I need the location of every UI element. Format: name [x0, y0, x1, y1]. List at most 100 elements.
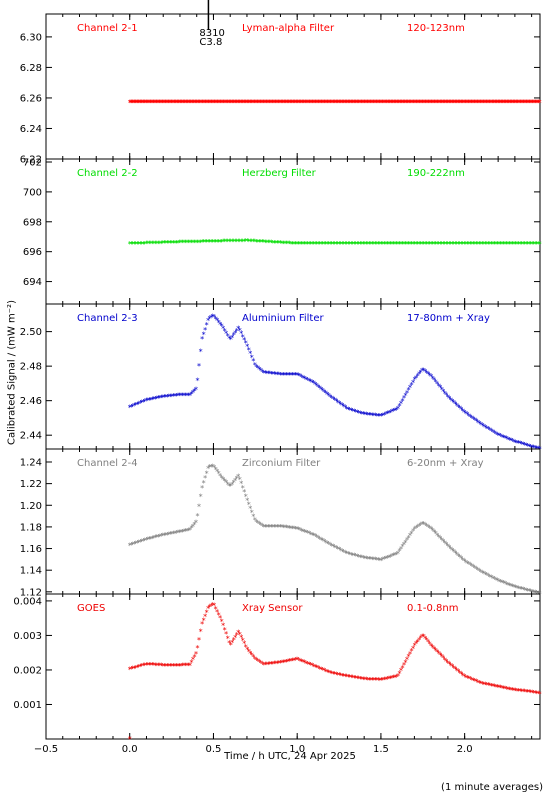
data-point: * — [432, 240, 436, 249]
y-tick-label: 1.16 — [20, 544, 42, 555]
data-point: * — [444, 541, 448, 550]
data-point: * — [402, 394, 406, 403]
data-point: * — [194, 650, 198, 659]
data-point: * — [128, 99, 132, 108]
data-point: * — [496, 99, 500, 108]
data-point: * — [510, 99, 514, 108]
data-point: * — [434, 240, 438, 249]
data-point: * — [167, 99, 171, 108]
data-point: * — [369, 240, 373, 249]
data-point: * — [438, 651, 442, 660]
data-point: * — [215, 238, 219, 247]
data-point: * — [165, 531, 169, 540]
data-point: * — [508, 686, 512, 695]
data-point: * — [505, 240, 509, 249]
data-point: * — [241, 637, 245, 646]
data-point: * — [287, 524, 291, 533]
data-point: * — [226, 238, 230, 247]
data-point: * — [494, 430, 498, 439]
data-point: * — [425, 522, 429, 531]
data-point: * — [159, 99, 163, 108]
data-point: * — [239, 330, 243, 339]
data-point: * — [523, 99, 527, 108]
data-point: * — [190, 99, 194, 108]
data-point: * — [450, 99, 454, 108]
data-point: * — [208, 463, 212, 472]
data-point: * — [402, 541, 406, 550]
data-point: * — [336, 671, 340, 680]
data-point: * — [355, 553, 359, 562]
data-point: * — [401, 664, 405, 673]
data-point: * — [468, 240, 472, 249]
data-point: * — [202, 99, 206, 108]
y-tick-label: 2.48 — [20, 362, 42, 373]
data-point: * — [304, 240, 308, 249]
data-point: * — [312, 531, 316, 540]
panel-band-label: 120-123nm — [407, 23, 465, 34]
y-tick-label: 6.30 — [20, 32, 42, 43]
data-point: * — [497, 683, 501, 692]
data-point: * — [462, 557, 466, 566]
data-point: * — [156, 99, 160, 108]
data-point: * — [328, 99, 332, 108]
data-point: * — [393, 551, 397, 560]
data-point: * — [259, 367, 263, 376]
data-point: * — [464, 410, 468, 419]
data-point: * — [477, 679, 481, 688]
data-point: * — [226, 99, 230, 108]
data-point: * — [221, 621, 225, 630]
data-point: * — [476, 240, 480, 249]
data-point: * — [342, 403, 346, 412]
y-tick-label: 702 — [23, 157, 42, 168]
data-point: * — [295, 525, 299, 534]
data-point: * — [331, 395, 335, 404]
data-point: * — [446, 659, 450, 668]
data-point: * — [339, 400, 343, 409]
data-point: * — [379, 99, 383, 108]
data-point: * — [190, 659, 194, 668]
data-point: * — [404, 392, 408, 401]
data-point: * — [472, 99, 476, 108]
data-point: * — [506, 240, 510, 249]
data-point: * — [132, 402, 136, 411]
data-point: * — [382, 240, 386, 249]
data-point: * — [212, 238, 216, 247]
data-point: * — [255, 99, 259, 108]
data-point: * — [423, 634, 427, 643]
panel-5-frame — [45, 593, 541, 740]
data-point: * — [147, 99, 151, 108]
data-point: * — [211, 99, 215, 108]
data-point: * — [497, 577, 501, 586]
data-point: * — [257, 99, 261, 108]
data-point: * — [149, 396, 153, 405]
data-point: * — [517, 439, 521, 448]
data-point: * — [175, 99, 179, 108]
data-point: * — [318, 665, 322, 674]
data-point: * — [248, 237, 252, 246]
data-point: * — [404, 538, 408, 547]
data-point: * — [443, 99, 447, 108]
data-point: * — [187, 662, 191, 671]
data-point: * — [140, 662, 144, 671]
data-point: * — [245, 646, 249, 655]
data-point: * — [130, 99, 134, 108]
data-point: * — [138, 663, 142, 672]
data-point: * — [533, 589, 537, 598]
data-point: * — [536, 690, 540, 699]
data-point: * — [516, 99, 520, 108]
data-point: * — [342, 240, 346, 249]
data-point: * — [216, 99, 220, 108]
data-point: * — [429, 525, 433, 534]
data-point: * — [222, 99, 226, 108]
data-point: * — [221, 99, 225, 108]
data-point: * — [287, 99, 291, 108]
data-point: * — [238, 237, 242, 246]
data-point: * — [361, 675, 365, 684]
data-point: * — [294, 525, 298, 534]
data-point: * — [528, 99, 532, 108]
data-point: * — [373, 676, 377, 685]
data-point: * — [498, 684, 502, 693]
data-point: * — [361, 99, 365, 108]
data-point: * — [417, 240, 421, 249]
data-point: * — [188, 238, 192, 247]
